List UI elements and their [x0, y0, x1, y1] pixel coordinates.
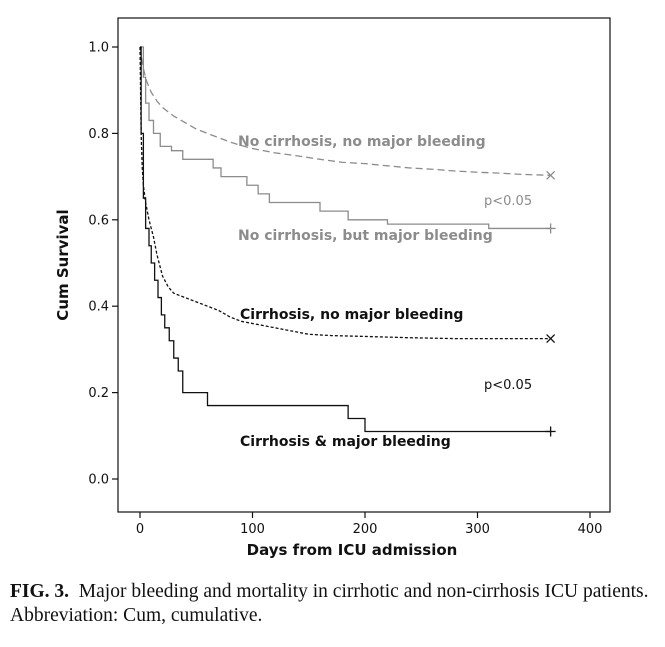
x-tick-label: 100	[240, 522, 265, 537]
caption-label: FIG. 3.	[10, 581, 70, 602]
series-line-no-cirrhosis-bleeding	[140, 46, 551, 230]
series-line-cirrhosis-no-bleeding	[139, 46, 551, 340]
x-tick-label: 400	[578, 522, 603, 537]
figure-caption: FIG. 3. Major bleeding and mortality in …	[10, 580, 660, 628]
pvalue-annotation-upper: p<0.05	[484, 194, 532, 209]
y-tick-label: 0.4	[88, 300, 109, 315]
x-axis: 0 100 200 300 400	[136, 512, 603, 537]
series-layer	[139, 46, 556, 437]
censor-marker-cirrhosis-no-bleeding	[546, 334, 556, 344]
censor-marker-no-cirrhosis-bleeding	[545, 223, 556, 234]
y-tick-label: 0.8	[88, 127, 109, 142]
pvalue-annotation-lower: p<0.05	[484, 378, 532, 393]
series-label-cirrhosis-bleeding: Cirrhosis & major bleeding	[240, 434, 451, 450]
x-tick-label: 300	[465, 522, 490, 537]
series-label-no-cirrhosis-no-bleeding: No cirrhosis, no major bleeding	[238, 134, 486, 150]
x-axis-title: Days from ICU admission	[247, 541, 458, 559]
series-label-no-cirrhosis-bleeding: No cirrhosis, but major bleeding	[238, 228, 493, 244]
y-tick-label: 1.0	[88, 41, 109, 56]
y-tick-label: 0.0	[88, 473, 109, 488]
series-label-cirrhosis-no-bleeding: Cirrhosis, no major bleeding	[240, 307, 463, 323]
censor-marker-no-cirrhosis-no-bleeding	[546, 170, 556, 180]
y-axis: 0.0 0.2 0.4 0.6 0.8 1.0	[88, 41, 118, 488]
series-line-cirrhosis-bleeding	[140, 46, 551, 433]
x-tick-label: 0	[136, 522, 144, 537]
censor-marker-cirrhosis-bleeding	[545, 426, 556, 437]
y-tick-label: 0.6	[88, 213, 109, 228]
series-line-no-cirrhosis-no-bleeding	[139, 46, 551, 176]
y-tick-label: 0.2	[88, 386, 109, 401]
plot-frame	[117, 17, 611, 513]
caption-text: Major bleeding and mortality in cirrhoti…	[10, 581, 649, 626]
y-axis-title: Cum Survival	[54, 209, 72, 320]
x-tick-label: 200	[353, 522, 378, 537]
survival-chart: 0.0 0.2 0.4 0.6 0.8 1.0 0 100 200 300 400 Cum Sur…	[54, 17, 611, 559]
